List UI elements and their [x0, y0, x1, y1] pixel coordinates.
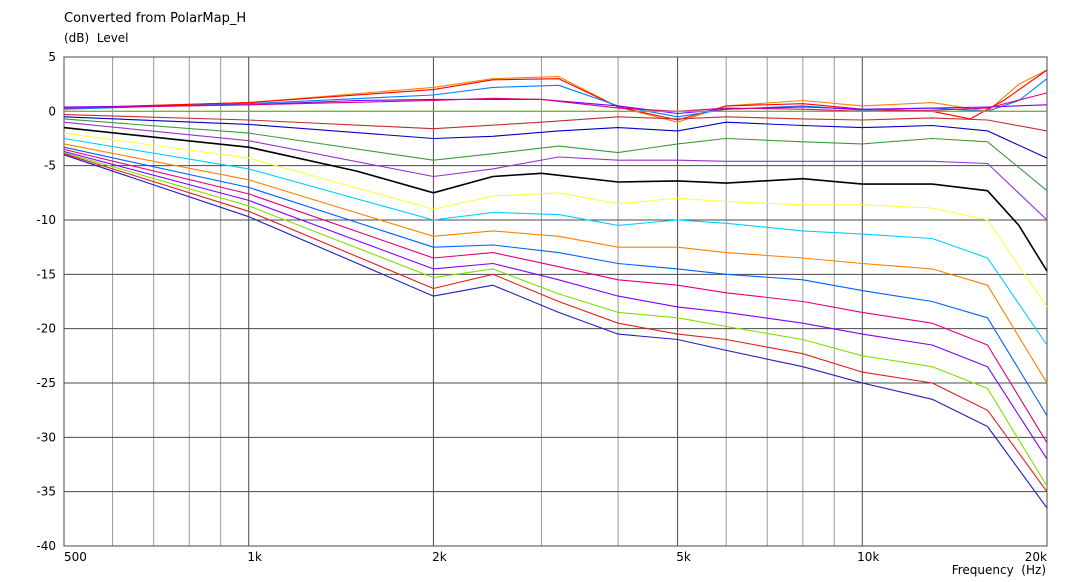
series-line-10 [63, 121, 1048, 221]
series-line-13 [63, 137, 1048, 346]
y-tick-label: -30 [36, 430, 56, 444]
series-line-8 [63, 116, 1048, 159]
series-line-11 [63, 126, 1048, 272]
series-line-16 [63, 148, 1048, 444]
x-tick-label: 20k [1025, 550, 1047, 564]
series-line-4 [63, 98, 1048, 115]
tick-labels: 500 1k 2k 5k 10k 20k 5 0 -5 -10 -15 -20 -25 -30 -35 -40 [36, 50, 1047, 564]
series-line-1 [63, 69, 1048, 123]
x-tick-label: 10k [857, 550, 879, 564]
series-line-12 [63, 132, 1048, 308]
y-tick-label: -15 [36, 267, 56, 281]
x-tick-label: 2k [432, 550, 447, 564]
series-line-7 [63, 114, 1048, 132]
series-line-17 [63, 150, 1048, 460]
y-tick-label: 0 [48, 104, 56, 118]
series-line-15 [63, 146, 1048, 416]
series-line-9 [63, 118, 1048, 192]
y-tick-label: -10 [36, 213, 56, 227]
x-tick-label: 5k [676, 550, 691, 564]
series-line-20 [63, 154, 1048, 509]
chart-title: Converted from PolarMap_H [64, 11, 247, 26]
x-tick-label: 1k [247, 550, 262, 564]
y-tick-label: -20 [36, 322, 56, 336]
series-line-14 [63, 143, 1048, 384]
y-tick-label: -25 [36, 376, 56, 390]
y-tick-label: -35 [36, 485, 56, 499]
series-line-18 [63, 152, 1048, 487]
y-axis-label: (dB) Level [64, 31, 129, 45]
y-tick-label: 5 [48, 50, 56, 64]
y-tick-label: -40 [36, 539, 56, 553]
series-line-19 [63, 153, 1048, 493]
x-tick-label: 500 [64, 550, 87, 564]
x-axis-label: Frequency (Hz) [951, 563, 1046, 577]
series-lines [63, 69, 1048, 509]
y-tick-label: -5 [44, 159, 56, 173]
